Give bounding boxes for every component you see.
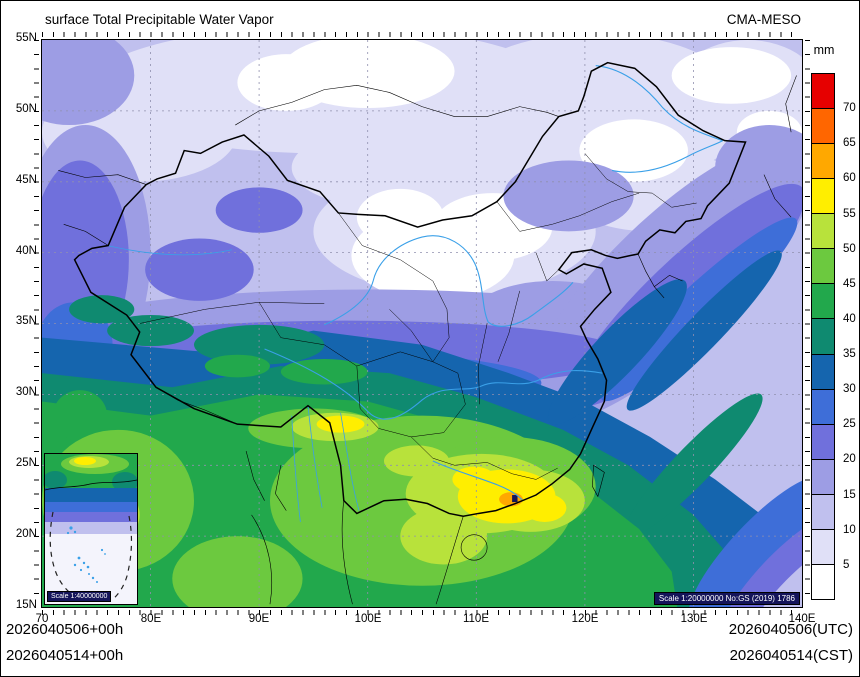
river-layer bbox=[107, 66, 723, 522]
inset-scale-label: Scale 1:40000000 bbox=[47, 591, 112, 602]
lat-label: 30N bbox=[15, 386, 37, 398]
colorbar-tick-label: 40 bbox=[843, 313, 856, 325]
foreign-boundary-layer bbox=[58, 75, 796, 604]
colorbar-segment bbox=[812, 529, 834, 565]
valid-time-cst: 2026040514(CST) bbox=[729, 647, 853, 664]
lon-label: 70 bbox=[35, 613, 49, 625]
colorbar-segment bbox=[812, 144, 834, 180]
colorbar-segment bbox=[812, 459, 834, 495]
top-axis-ticks bbox=[42, 32, 802, 37]
right-axis-ticks bbox=[805, 40, 810, 607]
page-title: surface Total Precipitable Water Vapor bbox=[45, 12, 274, 27]
lat-label: 35N bbox=[15, 315, 37, 327]
map-plot-area: Scale 1:40000000 Scale 1:20000000 No:GS … bbox=[41, 39, 803, 608]
inset-islands bbox=[66, 526, 106, 583]
precip-fill-layer bbox=[42, 40, 802, 607]
colorbar-segment bbox=[812, 109, 834, 145]
colorbar-tick-label: 65 bbox=[843, 137, 856, 149]
colorbar-segment bbox=[812, 214, 834, 250]
colorbar-segment bbox=[812, 354, 834, 390]
lon-label: 140E bbox=[788, 613, 816, 625]
lat-label: 40N bbox=[15, 245, 37, 257]
valid-time-model: 2026040514+00h bbox=[6, 647, 124, 664]
init-time-utc: 2026040506(UTC) bbox=[728, 621, 853, 638]
lon-label: 130E bbox=[680, 613, 708, 625]
colorbar bbox=[811, 73, 835, 600]
colorbar-tick-label: 70 bbox=[843, 102, 856, 114]
lon-label: 100E bbox=[354, 613, 382, 625]
colorbar-segment bbox=[812, 284, 834, 320]
colorbar-tick-label: 25 bbox=[843, 418, 856, 430]
colorbar-tick-label: 20 bbox=[843, 453, 856, 465]
national-boundary-layer bbox=[75, 63, 746, 517]
lat-label: 20N bbox=[15, 528, 37, 540]
init-time-model: 2026040506+00h bbox=[6, 621, 124, 638]
colorbar-segment bbox=[812, 74, 834, 110]
inset-map-canvas bbox=[45, 454, 137, 604]
lat-label: 15N bbox=[15, 599, 37, 611]
lon-label: 90E bbox=[248, 613, 270, 625]
colorbar-segment bbox=[812, 424, 834, 460]
province-boundary-layer bbox=[140, 153, 697, 479]
colorbar-segment bbox=[812, 494, 834, 530]
lon-label: 110E bbox=[462, 613, 490, 625]
map-scale-label: Scale 1:20000000 No:GS (2019) 1786 bbox=[653, 592, 800, 605]
colorbar-segment bbox=[812, 564, 834, 599]
colorbar-tick-label: 35 bbox=[843, 348, 856, 360]
colorbar-segment bbox=[812, 319, 834, 355]
lat-label: 50N bbox=[15, 103, 37, 115]
model-name: CMA-MESO bbox=[726, 12, 801, 27]
colorbar-segment bbox=[812, 249, 834, 285]
colorbar-tick-label: 10 bbox=[843, 524, 856, 536]
lat-label: 55N bbox=[15, 32, 37, 44]
colorbar-tick-label: 15 bbox=[843, 489, 856, 501]
colorbar-tick-label: 55 bbox=[843, 208, 856, 220]
map-canvas bbox=[42, 40, 802, 607]
colorbar-tick-label: 5 bbox=[843, 559, 850, 571]
lat-label: 45N bbox=[15, 174, 37, 186]
colorbar-tick-label: 30 bbox=[843, 383, 856, 395]
colorbar-tick-label: 45 bbox=[843, 278, 856, 290]
lon-label: 80E bbox=[140, 613, 162, 625]
colorbar-segment bbox=[812, 389, 834, 425]
colorbar-tick-label: 50 bbox=[843, 243, 856, 255]
colorbar-unit: mm bbox=[813, 43, 835, 57]
lon-label: 120E bbox=[571, 613, 599, 625]
left-axis-ticks bbox=[34, 40, 39, 607]
bottom-axis-ticks bbox=[42, 610, 802, 615]
colorbar-tick-label: 60 bbox=[843, 172, 856, 184]
lat-label: 25N bbox=[15, 457, 37, 469]
colorbar-segment bbox=[812, 179, 834, 215]
south-china-sea-inset: Scale 1:40000000 bbox=[44, 453, 138, 605]
